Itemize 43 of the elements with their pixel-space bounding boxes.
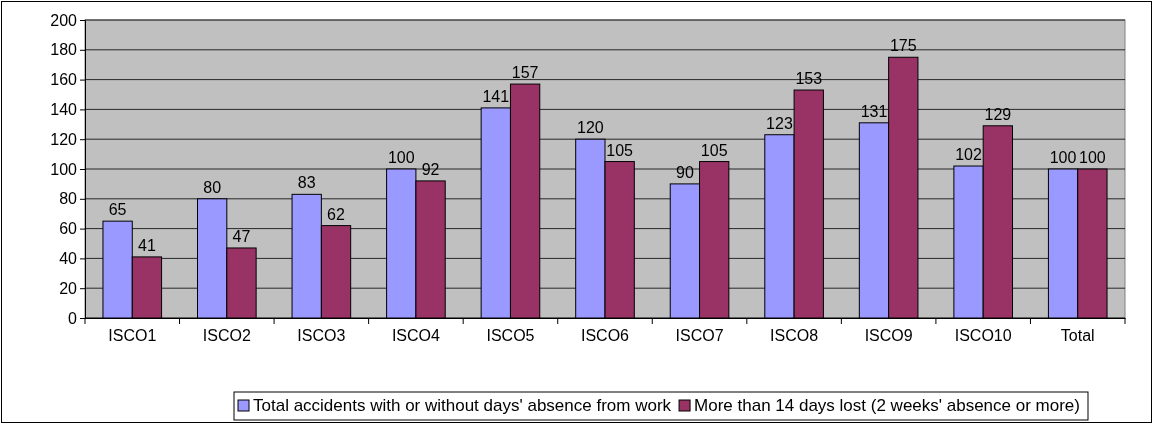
x-tick-label: ISCO6 [580,327,630,345]
y-tick-label: 0 [68,309,78,327]
y-tick-label: 100 [50,160,78,178]
data-label: 100 [1049,149,1077,166]
data-label: 83 [297,174,316,192]
data-label: 141 [482,87,510,105]
x-tick-label: ISCO3 [297,327,346,345]
y-tick-label: 160 [50,71,78,89]
x-tick-label: Total [1060,327,1095,345]
legend-label: Total accidents with or without days' absence from work [253,396,672,415]
data-label: 102 [955,146,982,164]
data-label: 105 [606,141,634,159]
data-label: 65 [108,201,127,219]
data-label: 157 [511,64,539,82]
y-tick-label: 60 [59,220,78,238]
y-tick-label: 140 [50,101,78,119]
x-tick-label: ISCO2 [202,327,251,345]
x-tick-label: ISCO7 [675,327,724,345]
data-label: 100 [1079,149,1106,166]
y-tick-label: 20 [59,279,78,297]
y-tick-label: 80 [59,190,78,208]
x-tick-label: ISCO8 [770,327,819,345]
y-tick-label: 200 [50,11,78,29]
data-label: 90 [675,163,694,181]
x-tick-label: ISCO10 [954,327,1012,345]
data-label: 100 [387,149,415,166]
data-label: 80 [203,178,222,196]
data-label: 120 [576,119,604,137]
data-label: 92 [421,160,440,178]
data-label: 105 [700,141,728,159]
y-tick-label: 40 [59,250,78,268]
y-tick-label: 180 [50,41,78,59]
x-tick-label: ISCO1 [108,327,157,345]
x-tick-label: ISCO9 [864,327,913,345]
data-label: 41 [138,236,156,254]
legend-label: More than 14 days lost (2 weeks' absence or more) [694,396,1080,415]
data-label: 129 [984,105,1012,123]
x-tick-label: ISCO5 [486,327,535,345]
x-tick-label: ISCO4 [391,327,441,345]
y-tick-label: 120 [50,130,78,148]
data-label: 47 [232,227,251,245]
data-label: 62 [327,205,346,223]
data-label: 123 [766,114,793,132]
